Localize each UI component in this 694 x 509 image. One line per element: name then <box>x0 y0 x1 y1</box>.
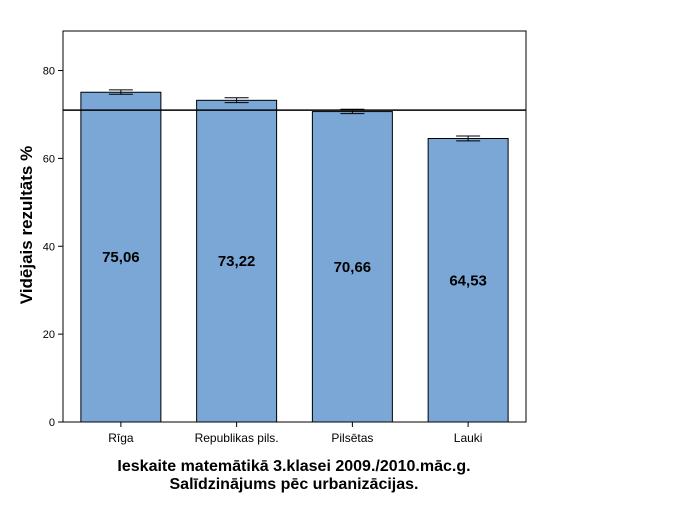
y-tick-label-80: 80 <box>43 66 55 78</box>
y-axis: 0 20 40 60 80 <box>43 66 63 429</box>
bar-value-label-1: 73,22 <box>218 253 256 270</box>
y-tick-label-0: 0 <box>49 417 55 429</box>
x-axis-title-line2: Salīdzinājums pēc urbanizācijas. <box>169 476 419 493</box>
y-tick-label-20: 20 <box>43 329 55 341</box>
x-tick-label-3: Lauki <box>454 431 483 445</box>
x-axis: Rīga Republikas pils. Pilsētas Lauki <box>108 422 482 445</box>
y-tick-label-40: 40 <box>43 241 55 253</box>
bar-2 <box>311 111 393 423</box>
x-axis-title-line1: Ieskaite matemātikā 3.klasei 2009./2010.… <box>117 458 471 475</box>
x-tick-label-1: Republikas pils. <box>195 431 279 445</box>
y-tick-label-60: 60 <box>43 153 55 165</box>
bar-value-label-2: 70,66 <box>334 259 372 276</box>
bars: 75,06 73,22 70,66 64,53 <box>63 89 526 423</box>
plot-frame <box>62 30 527 423</box>
x-tick-label-2: Pilsētas <box>331 431 373 445</box>
bar-value-label-3: 64,53 <box>449 272 487 289</box>
bar-value-label-0: 75,06 <box>102 249 140 266</box>
x-tick-label-0: Rīga <box>108 431 134 445</box>
y-axis-title: Vidējais rezultāts % <box>17 145 37 305</box>
bar-3 <box>427 138 509 423</box>
